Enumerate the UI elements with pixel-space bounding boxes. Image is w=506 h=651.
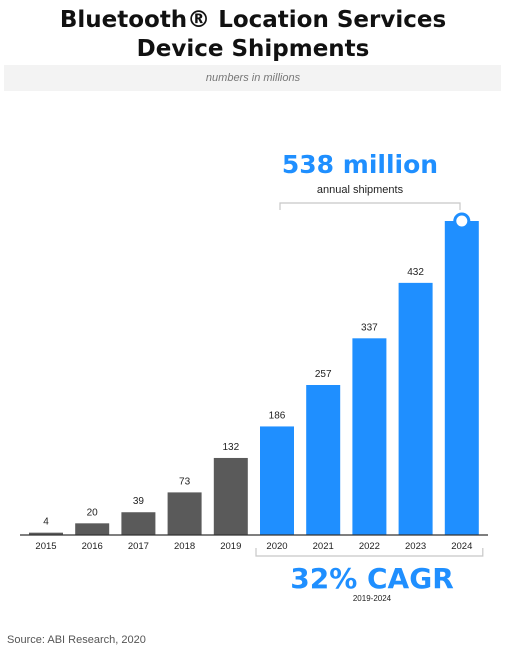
- cagr-period: 2019-2024: [352, 594, 392, 603]
- x-tick-2021: 2021: [313, 541, 334, 552]
- subtitle-band: [4, 65, 501, 91]
- data-label-2017: 39: [133, 496, 145, 507]
- bar-2024: [444, 221, 479, 535]
- x-tick-2017: 2017: [128, 541, 149, 552]
- chart-title: Bluetooth® Location Services Device Ship…: [0, 6, 506, 64]
- x-tick-2016: 2016: [82, 541, 103, 552]
- bar-2022: [352, 338, 387, 535]
- data-label-2016: 20: [87, 507, 99, 518]
- cagr-value: 32% CAGR: [290, 562, 454, 595]
- x-tick-2015: 2015: [35, 541, 56, 552]
- x-tick-2018: 2018: [174, 541, 195, 552]
- data-label-2018: 73: [179, 476, 191, 487]
- cagr-bracket: [255, 548, 484, 557]
- bar-2019: [213, 457, 248, 535]
- x-tick-2019: 2019: [220, 541, 241, 552]
- data-label-2023: 432: [407, 267, 424, 278]
- bar-2015: [29, 532, 63, 535]
- data-label-2022: 337: [361, 322, 378, 333]
- x-tick-2022: 2022: [359, 541, 380, 552]
- callout-value: 538 million: [281, 150, 439, 179]
- peak-marker: [453, 212, 471, 230]
- bar-2020: [260, 426, 294, 535]
- chart-title-line-1: Bluetooth® Location Services: [59, 7, 447, 33]
- x-tick-2024: 2024: [451, 541, 472, 552]
- bar-2017: [121, 512, 156, 535]
- callout-label: annual shipments: [316, 184, 404, 196]
- bar-2023: [398, 282, 433, 535]
- chart-title-line-2: Device Shipments: [136, 36, 370, 62]
- bar-2016: [75, 523, 110, 535]
- chart-subtitle: numbers in millions: [205, 72, 301, 84]
- data-label-2015: 4: [43, 517, 49, 528]
- bar-2018: [167, 492, 202, 535]
- x-tick-2023: 2023: [405, 541, 426, 552]
- data-label-2021: 257: [315, 369, 332, 380]
- bar-2021: [306, 385, 341, 535]
- source-note: Source: ABI Research, 2020: [7, 634, 146, 646]
- data-label-2019: 132: [222, 442, 239, 453]
- data-label-2020: 186: [269, 410, 286, 421]
- callout-bracket: [279, 202, 461, 210]
- x-tick-2020: 2020: [266, 541, 287, 552]
